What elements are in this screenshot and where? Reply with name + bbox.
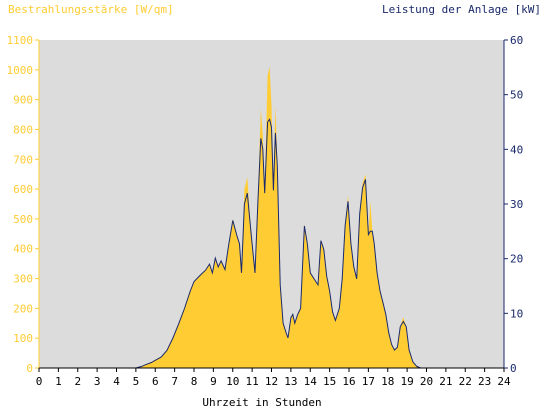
left-tick-label: 100 xyxy=(13,332,33,345)
x-tick-label: 24 xyxy=(497,375,511,388)
x-tick-label: 10 xyxy=(226,375,239,388)
x-tick-label: 13 xyxy=(284,375,297,388)
axes-layer: 0100200300400500600700800900100011000102… xyxy=(7,34,524,388)
x-tick-label: 15 xyxy=(323,375,336,388)
x-tick-label: 11 xyxy=(246,375,259,388)
left-tick-label: 0 xyxy=(26,362,33,375)
x-tick-label: 8 xyxy=(191,375,198,388)
right-tick-label: 60 xyxy=(510,34,523,47)
x-tick-label: 12 xyxy=(265,375,278,388)
x-tick-label: 16 xyxy=(342,375,355,388)
x-tick-label: 0 xyxy=(36,375,43,388)
x-tick-label: 1 xyxy=(55,375,62,388)
x-tick-label: 3 xyxy=(94,375,101,388)
x-tick-label: 6 xyxy=(152,375,159,388)
irradiance-area-series xyxy=(39,66,504,369)
left-axis-label: Bestrahlungsstärke [W/qm] xyxy=(8,3,174,16)
x-axis-label: Uhrzeit in Stunden xyxy=(202,396,321,408)
x-tick-label: 22 xyxy=(459,375,472,388)
left-tick-label: 800 xyxy=(13,123,33,136)
x-tick-label: 4 xyxy=(113,375,120,388)
right-tick-label: 10 xyxy=(510,307,523,320)
right-tick-label: 50 xyxy=(510,89,523,102)
left-tick-label: 300 xyxy=(13,273,33,286)
left-tick-label: 200 xyxy=(13,302,33,315)
power-line-layer xyxy=(39,118,504,369)
x-tick-label: 7 xyxy=(171,375,178,388)
left-tick-label: 400 xyxy=(13,243,33,256)
x-tick-label: 21 xyxy=(439,375,452,388)
left-tick-label: 500 xyxy=(13,213,33,226)
x-tick-label: 5 xyxy=(133,375,140,388)
left-tick-label: 900 xyxy=(13,94,33,107)
right-tick-label: 20 xyxy=(510,253,523,266)
left-tick-label: 700 xyxy=(13,153,33,166)
x-tick-label: 14 xyxy=(304,375,318,388)
x-tick-label: 2 xyxy=(74,375,81,388)
left-tick-label: 1000 xyxy=(7,64,34,77)
irradiance-area-layer xyxy=(39,66,504,369)
right-tick-label: 40 xyxy=(510,143,523,156)
power-line-series xyxy=(39,118,504,369)
right-tick-label: 0 xyxy=(510,362,517,375)
x-tick-label: 17 xyxy=(362,375,375,388)
left-tick-label: 600 xyxy=(13,183,33,196)
x-tick-label: 18 xyxy=(381,375,394,388)
x-tick-label: 19 xyxy=(401,375,414,388)
left-tick-label: 1100 xyxy=(7,34,34,47)
x-tick-label: 9 xyxy=(210,375,217,388)
right-axis-label: Leistung der Anlage [kW] xyxy=(382,3,541,16)
x-tick-label: 23 xyxy=(478,375,491,388)
right-tick-label: 30 xyxy=(510,198,523,211)
x-tick-label: 20 xyxy=(420,375,433,388)
